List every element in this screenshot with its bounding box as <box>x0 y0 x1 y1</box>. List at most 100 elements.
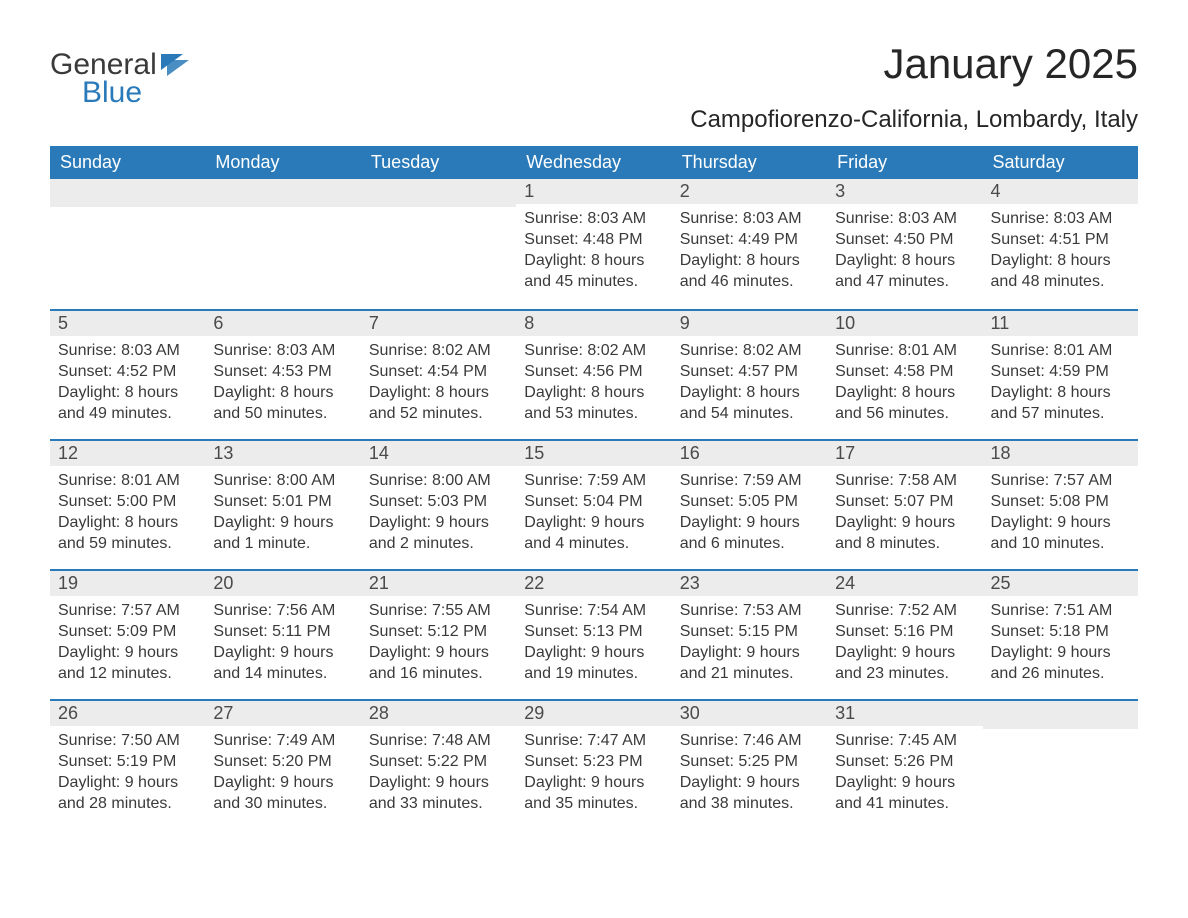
sunset-text: Sunset: 4:56 PM <box>524 361 663 382</box>
calendar-cell: 19Sunrise: 7:57 AMSunset: 5:09 PMDayligh… <box>50 569 205 699</box>
day-number: 31 <box>827 699 982 726</box>
daylight-text: Daylight: 9 hours and 30 minutes. <box>213 772 352 814</box>
day-details: Sunrise: 8:03 AMSunset: 4:52 PMDaylight:… <box>50 336 205 436</box>
logo-text-blue: Blue <box>82 76 157 110</box>
sunrise-text: Sunrise: 7:53 AM <box>680 600 819 621</box>
sunrise-text: Sunrise: 7:45 AM <box>835 730 974 751</box>
sunset-text: Sunset: 5:20 PM <box>213 751 352 772</box>
day-number: 29 <box>516 699 671 726</box>
sunset-text: Sunset: 4:50 PM <box>835 229 974 250</box>
sunset-text: Sunset: 5:01 PM <box>213 491 352 512</box>
day-details: Sunrise: 7:50 AMSunset: 5:19 PMDaylight:… <box>50 726 205 826</box>
sunrise-text: Sunrise: 8:01 AM <box>835 340 974 361</box>
day-number: 9 <box>672 309 827 336</box>
day-details: Sunrise: 7:51 AMSunset: 5:18 PMDaylight:… <box>983 596 1138 696</box>
day-details: Sunrise: 7:57 AMSunset: 5:09 PMDaylight:… <box>50 596 205 696</box>
day-number: 20 <box>205 569 360 596</box>
daylight-text: Daylight: 9 hours and 35 minutes. <box>524 772 663 814</box>
day-number: 30 <box>672 699 827 726</box>
calendar-week-row: 5Sunrise: 8:03 AMSunset: 4:52 PMDaylight… <box>50 309 1138 439</box>
calendar-cell: 22Sunrise: 7:54 AMSunset: 5:13 PMDayligh… <box>516 569 671 699</box>
day-number: 17 <box>827 439 982 466</box>
calendar-cell <box>361 179 516 309</box>
daylight-text: Daylight: 8 hours and 45 minutes. <box>524 250 663 292</box>
day-number: 18 <box>983 439 1138 466</box>
day-number: 24 <box>827 569 982 596</box>
sunrise-text: Sunrise: 8:03 AM <box>524 208 663 229</box>
calendar-cell <box>50 179 205 309</box>
calendar-cell: 24Sunrise: 7:52 AMSunset: 5:16 PMDayligh… <box>827 569 982 699</box>
day-details: Sunrise: 8:03 AMSunset: 4:51 PMDaylight:… <box>983 204 1138 304</box>
calendar-cell: 1Sunrise: 8:03 AMSunset: 4:48 PMDaylight… <box>516 179 671 309</box>
day-details: Sunrise: 8:01 AMSunset: 4:59 PMDaylight:… <box>983 336 1138 436</box>
calendar-cell: 3Sunrise: 8:03 AMSunset: 4:50 PMDaylight… <box>827 179 982 309</box>
day-details: Sunrise: 7:54 AMSunset: 5:13 PMDaylight:… <box>516 596 671 696</box>
day-number: 22 <box>516 569 671 596</box>
daylight-text: Daylight: 9 hours and 21 minutes. <box>680 642 819 684</box>
calendar-cell: 8Sunrise: 8:02 AMSunset: 4:56 PMDaylight… <box>516 309 671 439</box>
calendar-cell: 18Sunrise: 7:57 AMSunset: 5:08 PMDayligh… <box>983 439 1138 569</box>
calendar-cell: 28Sunrise: 7:48 AMSunset: 5:22 PMDayligh… <box>361 699 516 829</box>
weekday-header: Sunday <box>50 146 205 179</box>
sunset-text: Sunset: 5:25 PM <box>680 751 819 772</box>
day-details: Sunrise: 7:49 AMSunset: 5:20 PMDaylight:… <box>205 726 360 826</box>
sunset-text: Sunset: 4:53 PM <box>213 361 352 382</box>
day-number: 16 <box>672 439 827 466</box>
calendar-cell: 16 Sunrise: 7:59 AMSunset: 5:05 PMDayligh… <box>672 439 827 569</box>
day-number: 15 <box>516 439 671 466</box>
logo-mark-icon <box>161 54 189 76</box>
sunrise-text: Sunrise: 8:01 AM <box>58 470 197 491</box>
weekday-header-row: Sunday Monday Tuesday Wednesday Thursday… <box>50 146 1138 179</box>
sunset-text: Sunset: 5:00 PM <box>58 491 197 512</box>
daylight-text: Daylight: 9 hours and 4 minutes. <box>524 512 663 554</box>
sunrise-text: Sunrise: 7:59 AM <box>680 470 819 491</box>
weekday-header: Wednesday <box>516 146 671 179</box>
day-head-empty <box>361 179 516 207</box>
sunrise-text: Sunrise: 7:54 AM <box>524 600 663 621</box>
weekday-header: Thursday <box>672 146 827 179</box>
day-head-empty <box>205 179 360 207</box>
calendar-cell: 10Sunrise: 8:01 AMSunset: 4:58 PMDayligh… <box>827 309 982 439</box>
sunset-text: Sunset: 5:12 PM <box>369 621 508 642</box>
sunset-text: Sunset: 5:11 PM <box>213 621 352 642</box>
day-number: 23 <box>672 569 827 596</box>
calendar-table: Sunday Monday Tuesday Wednesday Thursday… <box>50 146 1138 829</box>
title-block: January 2025 Campofiorenzo-California, L… <box>690 40 1138 142</box>
sunset-text: Sunset: 4:57 PM <box>680 361 819 382</box>
day-head-empty <box>50 179 205 207</box>
day-details: Sunrise: 8:02 AMSunset: 4:57 PMDaylight:… <box>672 336 827 436</box>
sunset-text: Sunset: 4:48 PM <box>524 229 663 250</box>
day-details: Sunrise: 7:52 AMSunset: 5:16 PMDaylight:… <box>827 596 982 696</box>
day-details: Sunrise: 7:56 AMSunset: 5:11 PMDaylight:… <box>205 596 360 696</box>
sunset-text: Sunset: 5:07 PM <box>835 491 974 512</box>
calendar-week-row: 19Sunrise: 7:57 AMSunset: 5:09 PMDayligh… <box>50 569 1138 699</box>
sunset-text: Sunset: 5:18 PM <box>991 621 1130 642</box>
calendar-cell <box>205 179 360 309</box>
daylight-text: Daylight: 8 hours and 46 minutes. <box>680 250 819 292</box>
sunset-text: Sunset: 5:09 PM <box>58 621 197 642</box>
day-number: 27 <box>205 699 360 726</box>
daylight-text: Daylight: 9 hours and 6 minutes. <box>680 512 819 554</box>
daylight-text: Daylight: 8 hours and 59 minutes. <box>58 512 197 554</box>
daylight-text: Daylight: 9 hours and 2 minutes. <box>369 512 508 554</box>
calendar-cell: 21Sunrise: 7:55 AMSunset: 5:12 PMDayligh… <box>361 569 516 699</box>
sunrise-text: Sunrise: 8:03 AM <box>58 340 197 361</box>
sunrise-text: Sunrise: 7:46 AM <box>680 730 819 751</box>
daylight-text: Daylight: 8 hours and 49 minutes. <box>58 382 197 424</box>
daylight-text: Daylight: 9 hours and 16 minutes. <box>369 642 508 684</box>
weekday-header: Saturday <box>983 146 1138 179</box>
sunrise-text: Sunrise: 8:03 AM <box>991 208 1130 229</box>
sunset-text: Sunset: 5:05 PM <box>680 491 819 512</box>
daylight-text: Daylight: 9 hours and 1 minute. <box>213 512 352 554</box>
weekday-header: Tuesday <box>361 146 516 179</box>
day-details: Sunrise: 7:53 AMSunset: 5:15 PMDaylight:… <box>672 596 827 696</box>
calendar-cell: 11Sunrise: 8:01 AMSunset: 4:59 PMDayligh… <box>983 309 1138 439</box>
day-number: 6 <box>205 309 360 336</box>
sunrise-text: Sunrise: 7:52 AM <box>835 600 974 621</box>
day-number: 2 <box>672 179 827 204</box>
calendar-cell: 13Sunrise: 8:00 AMSunset: 5:01 PMDayligh… <box>205 439 360 569</box>
calendar-cell: 7Sunrise: 8:02 AMSunset: 4:54 PMDaylight… <box>361 309 516 439</box>
daylight-text: Daylight: 9 hours and 26 minutes. <box>991 642 1130 684</box>
day-details: Sunrise: 7:46 AMSunset: 5:25 PMDaylight:… <box>672 726 827 826</box>
sunrise-text: Sunrise: 7:58 AM <box>835 470 974 491</box>
